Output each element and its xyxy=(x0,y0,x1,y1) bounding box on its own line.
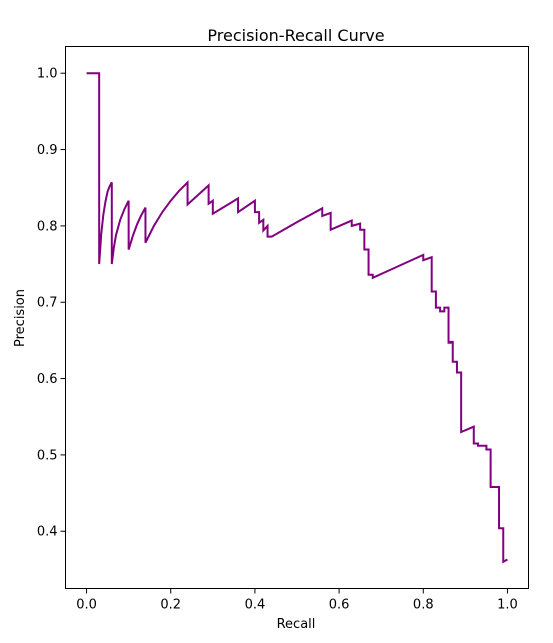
x-tick-label: 0.8 xyxy=(413,598,434,613)
plot-area xyxy=(65,46,529,589)
y-tick-label: 0.9 xyxy=(37,143,58,158)
y-tick-label: 0.5 xyxy=(37,448,58,463)
x-axis-label: Recall xyxy=(277,617,316,632)
y-tick-label: 0.7 xyxy=(37,296,58,311)
x-axis-ticks: 0.0 0.2 0.4 0.6 0.8 1.0 xyxy=(76,588,518,613)
x-tick-label: 0.4 xyxy=(245,598,266,613)
y-tick-label: 0.8 xyxy=(37,219,58,234)
y-tick-label: 0.4 xyxy=(37,525,58,540)
y-axis-ticks: 0.4 0.5 0.6 0.7 0.8 0.9 1.0 xyxy=(37,67,66,540)
precision-recall-line xyxy=(86,72,508,564)
chart-title: Precision-Recall Curve xyxy=(207,26,384,45)
y-tick-label: 1.0 xyxy=(37,67,58,82)
y-tick-label: 0.6 xyxy=(37,372,58,387)
x-tick-label: 1.0 xyxy=(497,598,518,613)
x-tick-label: 0.6 xyxy=(329,598,350,613)
x-tick-label: 0.2 xyxy=(160,598,181,613)
plot-frame xyxy=(65,46,529,589)
y-axis-label: Precision xyxy=(13,289,28,347)
x-tick-label: 0.0 xyxy=(76,598,97,613)
